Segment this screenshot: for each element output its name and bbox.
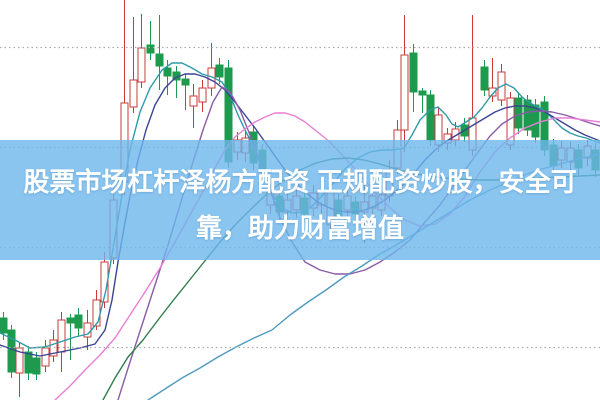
banner-text-line2: 靠，助力财富增值 <box>195 213 404 243</box>
candle <box>7 325 16 378</box>
candle <box>480 60 489 96</box>
candle <box>514 92 523 134</box>
candle <box>137 14 146 88</box>
candle <box>32 352 41 380</box>
candle <box>198 80 207 112</box>
banner-text-line1: 股票市场杠杆泽杨方配资 正规配资炒股，安全可 <box>23 167 577 197</box>
candle <box>24 346 33 380</box>
candle <box>426 90 435 146</box>
candle <box>418 88 427 113</box>
candle <box>409 44 418 112</box>
promo-banner: 股票市场杠杆泽杨方配资 正规配资炒股，安全可 靠，助力财富增值 <box>0 140 600 260</box>
candle <box>181 74 190 110</box>
candle <box>400 15 409 152</box>
candle <box>189 84 198 128</box>
candle <box>49 330 58 362</box>
candle <box>155 15 164 90</box>
candle <box>74 308 83 336</box>
candle <box>172 66 181 98</box>
candle <box>488 58 497 102</box>
candle <box>66 314 75 360</box>
candle <box>129 17 138 113</box>
candle <box>468 15 477 156</box>
candle <box>215 58 224 84</box>
candle <box>146 21 155 60</box>
candle <box>207 43 216 96</box>
candle <box>83 310 92 350</box>
candle <box>100 252 109 308</box>
